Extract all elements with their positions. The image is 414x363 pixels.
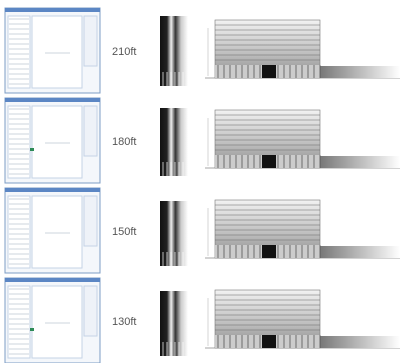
window-titlebar: [5, 278, 100, 282]
window-sidebar: [84, 286, 97, 336]
window-panel: [8, 106, 30, 178]
window-panel: [32, 196, 82, 268]
window-panel: [32, 106, 82, 178]
window-panel: [32, 286, 82, 358]
dark-bay: [262, 245, 276, 258]
window-sidebar: [84, 196, 97, 246]
height-label: 150ft: [112, 226, 136, 238]
height-label: 130ft: [112, 316, 136, 328]
height-label: 180ft: [112, 136, 136, 148]
window-panel: [8, 196, 30, 268]
dark-bay: [262, 335, 276, 348]
base-extension: [320, 66, 400, 78]
base-extension: [320, 156, 400, 168]
page: 210ft180ft150ft130ft (() => { const data…: [0, 0, 414, 363]
window-panel: [8, 286, 30, 358]
base-extension: [320, 246, 400, 258]
dark-bay: [262, 65, 276, 78]
window-highlight: [30, 328, 34, 331]
window-titlebar: [5, 98, 100, 102]
figure: 210ft 180ft 150ft 130ft: [0, 0, 414, 363]
window-sidebar: [84, 106, 97, 156]
height-label: 210ft: [112, 46, 136, 58]
tower-elevation: [160, 108, 188, 176]
window-highlight: [30, 148, 34, 151]
tower-elevation: [160, 291, 188, 356]
base-extension: [320, 336, 400, 348]
window-panel: [32, 16, 82, 88]
window-panel: [8, 16, 30, 88]
dark-bay: [262, 155, 276, 168]
tower-elevation: [160, 16, 188, 86]
window-sidebar: [84, 16, 97, 66]
tower-elevation: [160, 201, 188, 266]
window-titlebar: [5, 188, 100, 192]
window-titlebar: [5, 8, 100, 12]
